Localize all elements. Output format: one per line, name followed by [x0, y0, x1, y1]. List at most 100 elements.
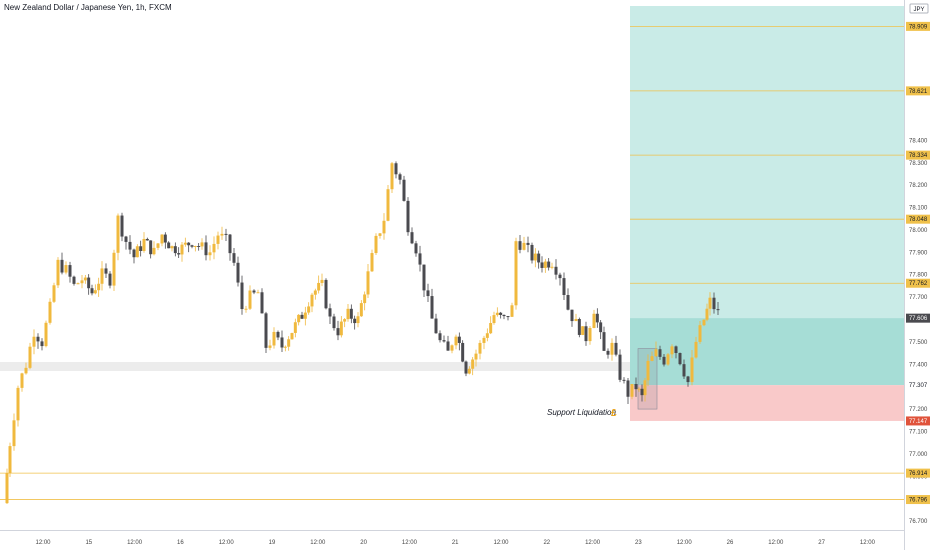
candle	[346, 304, 350, 322]
time-tick-label: 21	[452, 540, 459, 546]
candle	[149, 240, 153, 259]
candle	[16, 385, 20, 427]
candle	[506, 316, 510, 321]
candle	[283, 345, 287, 352]
candle	[495, 307, 499, 317]
candle	[256, 289, 260, 294]
candle	[24, 362, 28, 375]
candle	[662, 354, 666, 367]
annotation-text: Support Liquidation	[547, 408, 616, 417]
candle	[637, 387, 641, 392]
candle	[216, 231, 220, 250]
price-tick-label: 78.200	[909, 183, 928, 189]
candle	[606, 348, 610, 359]
time-tick-label: 16	[177, 540, 184, 546]
level-badge: 76.796	[906, 495, 930, 505]
candle	[690, 350, 694, 386]
time-tick-label: 12:00	[219, 540, 235, 546]
level-badge: 78.334	[906, 150, 930, 160]
time-tick-label: 12:00	[127, 540, 143, 546]
candle	[595, 308, 599, 328]
candle	[228, 233, 232, 261]
candle	[72, 275, 76, 286]
svg-text:76.796: 76.796	[909, 498, 928, 504]
candle	[716, 302, 720, 316]
candle	[670, 344, 674, 359]
candle	[297, 314, 301, 326]
candle	[510, 302, 514, 318]
candle	[187, 242, 191, 253]
candle	[402, 175, 406, 202]
price-tick-label: 77.200	[909, 407, 928, 413]
level-badge: 78.909	[906, 21, 930, 31]
candle	[398, 172, 402, 185]
candle	[537, 250, 541, 269]
candle	[450, 344, 454, 354]
candle	[654, 341, 658, 358]
svg-text:77.762: 77.762	[909, 281, 928, 287]
candle	[40, 338, 44, 351]
svg-text:77.147: 77.147	[909, 419, 928, 425]
candle	[588, 325, 592, 345]
candle	[193, 245, 197, 252]
candle	[197, 243, 201, 251]
candle	[116, 213, 120, 261]
candle	[56, 257, 60, 289]
svg-text:78.909: 78.909	[909, 24, 928, 30]
candle	[712, 292, 716, 314]
level-badge: 77.307	[906, 380, 930, 390]
candle	[320, 273, 324, 287]
candle	[558, 272, 562, 286]
candle	[240, 275, 244, 315]
candle	[236, 256, 240, 287]
price-axis[interactable]: 78.400 78.300 78.200 78.100 78.000 77.900 77.8…	[904, 0, 932, 550]
candle	[190, 244, 194, 249]
time-tick-label: 12:00	[402, 540, 418, 546]
price-tick-label: 78.100	[909, 206, 928, 212]
candle	[634, 377, 638, 397]
candle	[370, 249, 374, 272]
candle	[406, 197, 410, 236]
time-tick-label: 20	[360, 540, 367, 546]
candle	[442, 335, 446, 343]
candle	[478, 340, 482, 360]
level-badge: 77.762	[906, 278, 930, 288]
candle	[224, 228, 228, 242]
candle	[526, 236, 530, 253]
candle	[353, 315, 357, 330]
candle	[650, 351, 654, 362]
candle	[332, 313, 336, 331]
candle	[366, 264, 370, 298]
candle	[374, 233, 378, 255]
horizontal-levels	[0, 25, 904, 500]
candle	[145, 237, 149, 241]
candle	[324, 278, 328, 310]
candle	[5, 468, 9, 505]
candle	[300, 311, 304, 319]
candle	[303, 306, 307, 326]
candle	[430, 288, 434, 319]
candle	[482, 335, 486, 350]
candle	[492, 311, 496, 325]
candle	[570, 309, 574, 327]
time-tick-label: 15	[85, 540, 92, 546]
candle	[485, 328, 489, 342]
candle	[36, 333, 40, 349]
candle	[543, 258, 547, 273]
candle	[287, 336, 291, 351]
candle	[132, 248, 136, 264]
candle	[533, 248, 537, 268]
candle	[173, 242, 177, 257]
candle	[52, 282, 56, 303]
candle	[272, 327, 276, 349]
candle	[390, 162, 394, 193]
candle	[666, 353, 670, 366]
time-axis[interactable]: 12:00 15 12:00 16 12:00 19 12:00 20 12:00 21 12:00…	[0, 530, 904, 547]
candle	[422, 264, 426, 297]
time-tick-label: 12:00	[585, 540, 601, 546]
candle	[630, 383, 634, 400]
candle	[12, 413, 16, 451]
price-tick-label: 77.100	[909, 429, 928, 435]
candle	[208, 245, 212, 261]
